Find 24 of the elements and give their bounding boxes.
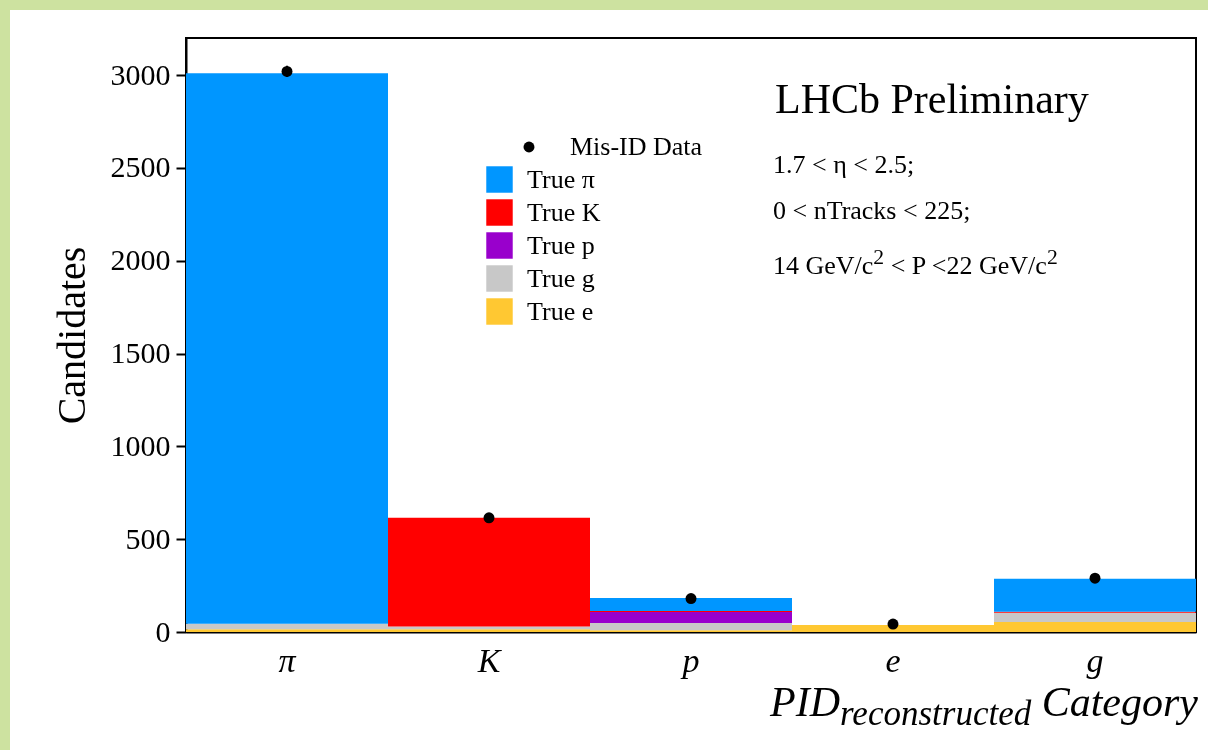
legend-label: Mis-ID Data [570, 132, 703, 161]
legend-label: True K [527, 197, 601, 227]
annotation: LHCb Preliminary [775, 75, 1089, 123]
x-tick-label: g [1086, 641, 1104, 679]
x-axis-title: PID$_{reconstructed}$ Category [770, 679, 1198, 735]
annotation: 0 < nTracks < 225; [773, 196, 971, 225]
y-tick-label: 0 [155, 614, 171, 648]
x-tick-label: K [476, 641, 503, 679]
y-tick-label: 500 [125, 521, 171, 555]
y-tick-label: 1000 [110, 428, 171, 462]
x-tick-label: π [278, 641, 297, 679]
y-tick-label: 3000 [110, 57, 171, 91]
y-axis-title: Candidates [48, 246, 94, 425]
y-tick-label: 2000 [110, 243, 171, 277]
legend-label: True e [527, 296, 594, 326]
y-tick-label: 1500 [110, 336, 171, 370]
x-tick-label: p [680, 641, 700, 679]
legend-label: True g [527, 263, 595, 293]
annotation: 14 GeV/c$^{2}$ < P <22 GeV/c$^{2}$ [773, 245, 1058, 280]
x-tick-label: e [885, 641, 901, 679]
legend-label: True π [527, 164, 595, 194]
annotation: 1.7 < η < 2.5; [773, 150, 915, 179]
legend-label: True p [527, 230, 595, 260]
y-tick-label: 2500 [110, 150, 171, 184]
